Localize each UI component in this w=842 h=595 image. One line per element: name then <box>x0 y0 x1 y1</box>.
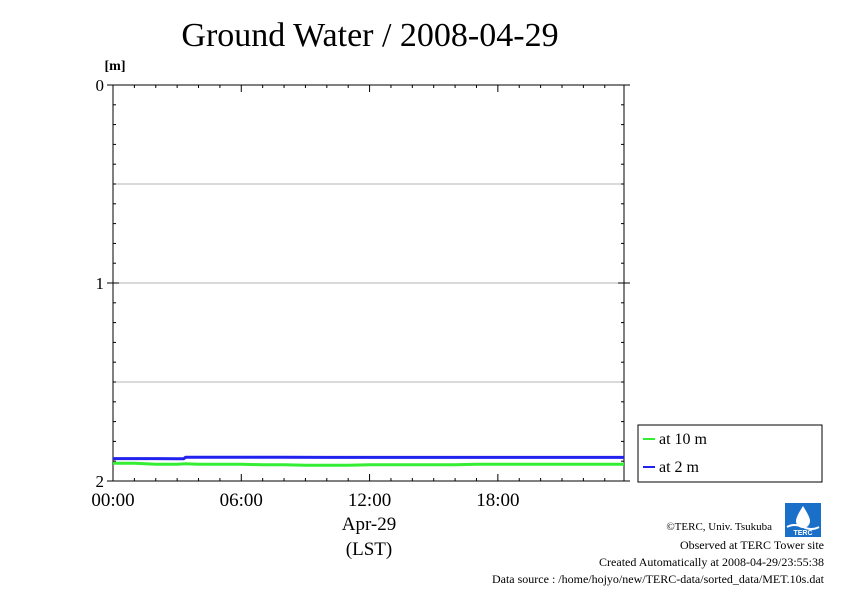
axis-ticks: 0 1 200:00 06:00 12:00 18:00 <box>91 76 630 511</box>
footer-observed: Observed at TERC Tower site <box>679 538 824 552</box>
x-tick-label: 12:00 <box>348 490 391 511</box>
legend-box <box>637 424 823 483</box>
footer-copyright: ©TERC, Univ. Tsukuba <box>666 521 772 533</box>
legend-label-at-10m: at 10 m <box>659 431 708 448</box>
x-axis-date-label: Apr-29 <box>342 514 397 535</box>
series-line-1 <box>113 455 624 461</box>
y-axis-unit-label: [m] <box>105 59 126 74</box>
series-line-0 <box>113 461 624 467</box>
legend-label-at-2m: at 2 m <box>659 459 700 476</box>
logo-text: TERC <box>793 530 812 537</box>
x-tick-label: 00:00 <box>91 490 134 511</box>
x-tick-label: 18:00 <box>476 490 519 511</box>
series-lines <box>113 455 624 467</box>
x-axis-timezone-label: (LST) <box>346 539 392 560</box>
footer-data-source: Data source : /home/hojyo/new/TERC-data/… <box>491 572 824 586</box>
terc-logo-icon: TERC <box>785 503 821 537</box>
gridlines <box>113 183 624 383</box>
footer-created: Created Automatically at 2008-04-29/23:5… <box>599 555 824 569</box>
y-tick-label: 0 <box>96 76 105 95</box>
legend: at 10 m at 2 m <box>637 424 823 483</box>
y-tick-label: 1 <box>96 274 105 293</box>
y-tick-label: 2 <box>96 472 105 491</box>
x-tick-label: 06:00 <box>220 490 263 511</box>
chart-title: Ground Water / 2008-04-29 <box>181 17 558 54</box>
